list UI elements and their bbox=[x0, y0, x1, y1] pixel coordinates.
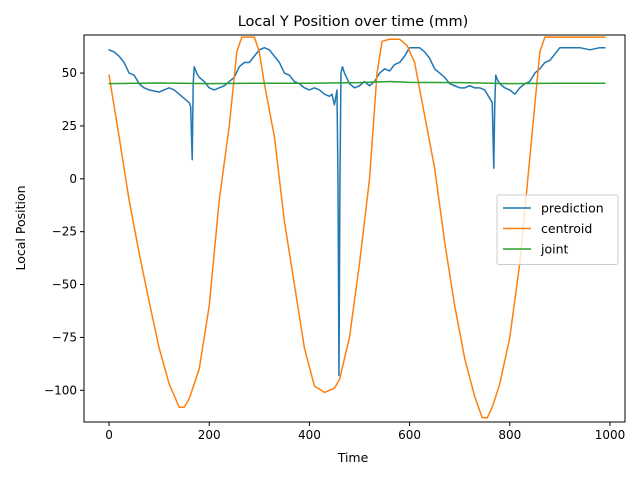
x-tick-label: 200 bbox=[198, 428, 221, 442]
y-tick-label: 50 bbox=[62, 66, 77, 80]
axis-ticks: 0 200 400 600 800 1000 −100 −75 −50 −25 0 25 50 bbox=[44, 66, 625, 442]
series-line-joint bbox=[108, 80, 606, 85]
legend-label-prediction: prediction bbox=[541, 201, 604, 216]
series-line-centroid bbox=[108, 36, 606, 419]
x-tick-label: 800 bbox=[498, 428, 521, 442]
chart-title: Local Y Position over time (mm) bbox=[238, 14, 469, 30]
x-axis-label: Time bbox=[337, 450, 369, 465]
plot-lines bbox=[108, 36, 606, 419]
y-tick-label: −25 bbox=[52, 225, 77, 239]
y-tick-label: −50 bbox=[52, 278, 77, 292]
legend-label-centroid: centroid bbox=[541, 221, 592, 236]
y-tick-label: 25 bbox=[62, 119, 77, 133]
series-line-prediction bbox=[108, 46, 606, 377]
axes-frame bbox=[83, 34, 626, 423]
y-tick-label: −100 bbox=[44, 383, 77, 397]
y-tick-label: 0 bbox=[69, 172, 77, 186]
x-tick-label: 0 bbox=[105, 428, 113, 442]
y-tick-label: −75 bbox=[52, 330, 77, 344]
x-tick-label: 1000 bbox=[595, 428, 626, 442]
legend: prediction centroid joint bbox=[496, 194, 619, 265]
legend-box bbox=[496, 194, 619, 265]
x-tick-label: 600 bbox=[398, 428, 421, 442]
x-tick-label: 400 bbox=[298, 428, 321, 442]
y-axis-label: Local Position bbox=[13, 185, 28, 270]
legend-label-joint: joint bbox=[540, 242, 569, 257]
